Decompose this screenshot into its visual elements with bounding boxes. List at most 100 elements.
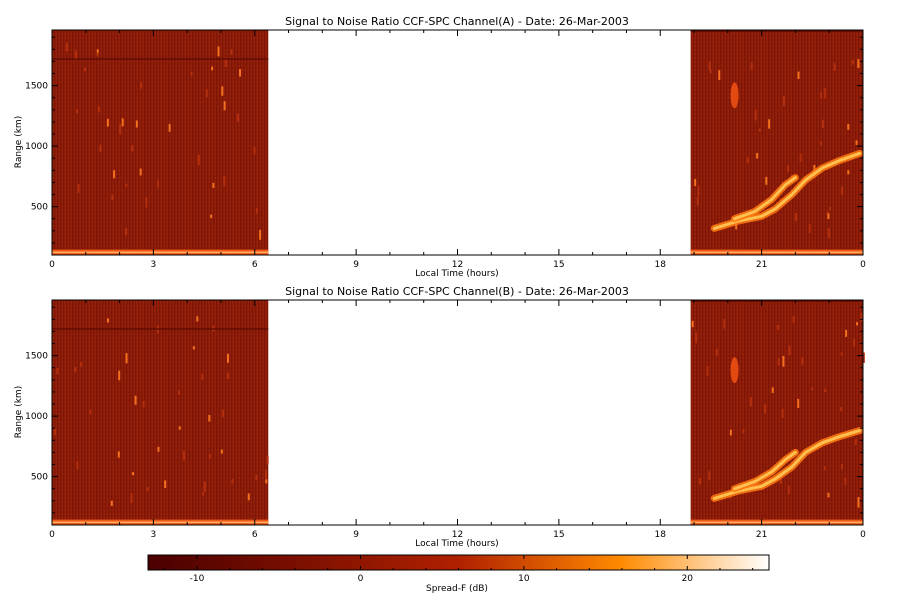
panel-b-speckle bbox=[698, 478, 701, 485]
panel-a-speckle bbox=[822, 119, 825, 129]
panel-a-ytick-label: 500 bbox=[31, 203, 48, 213]
panel-a-speckle bbox=[96, 49, 99, 55]
panel-b-xtick-label: 6 bbox=[252, 530, 258, 540]
panel-a-spread-f-plume-core bbox=[733, 176, 797, 221]
panel-a-xtick-label: 15 bbox=[553, 260, 564, 270]
panel-a-speckle bbox=[787, 164, 790, 173]
panel-a-speckle bbox=[823, 87, 826, 99]
panel-b-speckle bbox=[76, 461, 79, 470]
panel-a-speckle bbox=[223, 101, 226, 111]
panel-a-xtick-label: 6 bbox=[252, 260, 258, 270]
panel-b-spread-f-plume-core bbox=[712, 429, 862, 500]
panel-a-speckle bbox=[145, 197, 148, 208]
panel-a-speckle bbox=[855, 140, 858, 145]
panel-b-speckle bbox=[107, 318, 110, 323]
panel-b-speckle bbox=[854, 439, 857, 445]
panel-b-speckle bbox=[853, 339, 856, 347]
panel-a-ytick-label: 1500 bbox=[25, 82, 48, 92]
panel-a-speckle bbox=[197, 154, 200, 166]
panel-b-speckle bbox=[792, 315, 795, 323]
panel-b-speckle bbox=[840, 463, 843, 470]
panel-a-speckle bbox=[808, 224, 811, 233]
panel-a-speckle bbox=[140, 82, 143, 89]
panel-b-speckle bbox=[840, 406, 843, 412]
panel-a-floor-echo-core bbox=[690, 251, 863, 254]
panel-a-speckle bbox=[65, 42, 68, 52]
panel-b-speckle bbox=[74, 367, 77, 373]
panel-b-speckle bbox=[53, 428, 56, 436]
panel-b-xtick-label: 0 bbox=[860, 530, 866, 540]
panel-b-speckle bbox=[110, 500, 113, 506]
panel-b-speckle bbox=[723, 318, 726, 329]
panel-a-ylabel: Range (km) bbox=[14, 116, 24, 168]
panel-a-speckle bbox=[833, 63, 836, 71]
panel-b-speckle bbox=[694, 332, 697, 344]
panel-a-speckle bbox=[125, 183, 128, 187]
panel-a-speckle bbox=[851, 59, 854, 65]
panel-a-xtick-label: 3 bbox=[151, 260, 157, 270]
panel-b-speckle bbox=[157, 446, 160, 452]
panel-b-speckle bbox=[857, 497, 860, 508]
panel-b-speckle bbox=[118, 370, 121, 381]
panel-a-data-block-1 bbox=[690, 30, 863, 255]
panel-a-speckle bbox=[794, 212, 797, 221]
panel-b-speckle bbox=[208, 414, 211, 422]
panel-b-speckle bbox=[777, 324, 780, 330]
panel-a-floor-echo-core bbox=[52, 251, 269, 254]
panel-b-speckle bbox=[196, 316, 199, 322]
panel-b-floor-echo-core bbox=[690, 521, 863, 524]
panel-b-speckle bbox=[202, 492, 205, 496]
panel-a-xlabel: Local Time (hours) bbox=[415, 269, 498, 279]
panel-b-speckle bbox=[706, 366, 709, 376]
panel-a-speckle bbox=[857, 59, 860, 69]
panel-b-speckle bbox=[797, 398, 800, 409]
panel-b-speckle bbox=[201, 374, 204, 380]
panel-a-speckle bbox=[217, 46, 220, 57]
panel-b-speckle bbox=[827, 492, 830, 498]
colorbar-tick-label: 20 bbox=[682, 574, 694, 584]
panel-b-speckle bbox=[220, 449, 223, 454]
panel-b-speckle bbox=[691, 320, 694, 328]
panel-a-speckle bbox=[697, 185, 700, 196]
panel-a-xtick-label: 18 bbox=[655, 260, 667, 270]
panel-b-speckle bbox=[266, 455, 269, 465]
panel-a-speckle bbox=[819, 141, 822, 146]
panel-a-speckle bbox=[746, 157, 749, 164]
panel-b-speckle bbox=[183, 450, 186, 461]
panel-b-speckle bbox=[117, 451, 120, 458]
panel-a-speckle bbox=[125, 228, 128, 236]
panel-a-speckle bbox=[205, 89, 208, 98]
panel-a-speckle bbox=[83, 67, 86, 72]
panel-b-speckle bbox=[823, 466, 826, 471]
panel-b-speckle bbox=[777, 358, 780, 366]
panel-b-echo-blob bbox=[730, 357, 739, 384]
colorbar-tick-label: 10 bbox=[518, 574, 530, 584]
panel-b-speckle bbox=[764, 404, 767, 414]
panel-a-speckle bbox=[77, 183, 80, 193]
panel-b-speckle bbox=[742, 429, 745, 434]
panel-a-data-block-0 bbox=[52, 30, 269, 255]
panel-a-speckle bbox=[113, 170, 116, 179]
panel-a-spread-f-plume-core bbox=[712, 151, 862, 230]
panel-a-speckle bbox=[230, 49, 233, 55]
panel-b-xtick-label: 18 bbox=[655, 530, 667, 540]
panel-a-speckle bbox=[255, 207, 258, 214]
panel-b-speckle bbox=[787, 485, 790, 495]
panel-a-speckle bbox=[76, 108, 79, 114]
panel-b-speckle bbox=[208, 454, 211, 459]
panel-b-ytick-label: 1000 bbox=[25, 412, 48, 422]
panel-b-speckle bbox=[715, 348, 718, 356]
panel-a-speckle bbox=[696, 196, 699, 206]
panel-b-speckle bbox=[164, 480, 167, 489]
panel-a-xtick-label: 21 bbox=[756, 260, 767, 270]
panel-a-speckle bbox=[709, 69, 712, 74]
panel-a-speckle bbox=[212, 182, 215, 189]
panel-a-speckle bbox=[119, 124, 122, 135]
panel-a-speckle bbox=[99, 144, 102, 153]
panel-b-xtick-label: 0 bbox=[49, 530, 55, 540]
panel-a-speckle bbox=[139, 168, 142, 176]
panel-b-speckle bbox=[824, 388, 827, 393]
panel-b-xtick-label: 9 bbox=[353, 530, 359, 540]
panel-b-speckle bbox=[130, 493, 133, 504]
